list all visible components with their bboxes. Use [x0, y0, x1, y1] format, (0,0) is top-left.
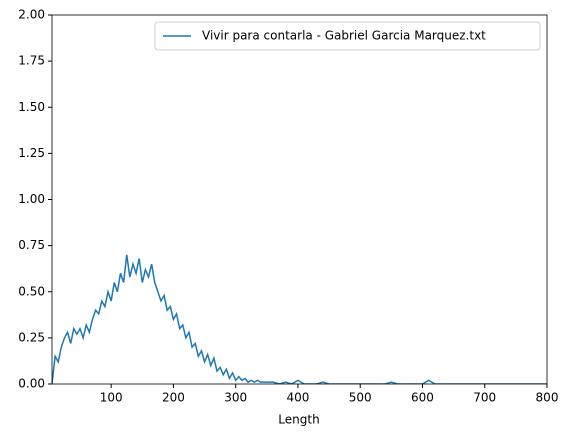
y-tick-label: 0.25	[18, 330, 45, 344]
x-tick-label: 200	[162, 391, 185, 405]
y-tick-label: 0.75	[18, 238, 45, 252]
x-tick-label: 700	[473, 391, 496, 405]
legend-label: Vivir para contarla - Gabriel Garcia Mar…	[202, 29, 486, 43]
plot-frame	[51, 14, 548, 385]
y-tick-label: 1.50	[18, 100, 45, 114]
x-tick-label: 500	[349, 391, 372, 405]
y-tick-label: 2.00	[18, 8, 45, 22]
x-tick-label: 400	[286, 391, 309, 405]
x-tick-label: 300	[224, 391, 247, 405]
x-axis-label: Length	[278, 413, 319, 427]
y-tick-label: 1.00	[18, 192, 45, 206]
y-tick-label: 0.50	[18, 284, 45, 298]
x-tick-label: 800	[536, 391, 559, 405]
legend-box	[154, 21, 541, 51]
y-tick-label: 0.00	[18, 377, 45, 391]
data-line	[52, 254, 547, 384]
y-tick-label: 1.75	[18, 54, 45, 68]
y-tick-label: 1.25	[18, 146, 45, 160]
x-tick-label: 100	[100, 391, 123, 405]
x-tick-label: 600	[411, 391, 434, 405]
